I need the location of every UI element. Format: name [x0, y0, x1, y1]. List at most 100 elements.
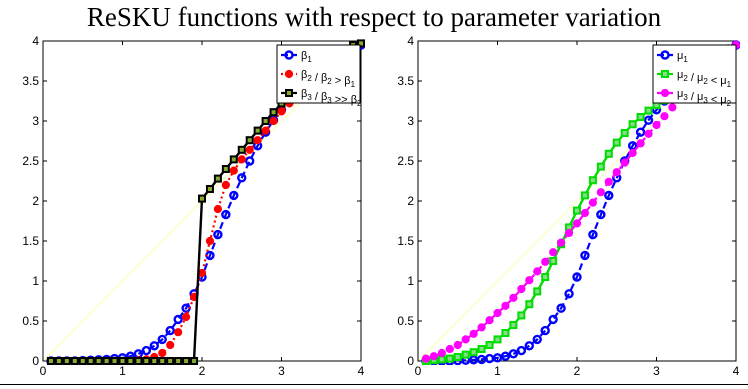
- data-point: [588, 198, 598, 207]
- data-point: [166, 340, 175, 350]
- data-point: [174, 357, 183, 365]
- data-point: [620, 158, 629, 167]
- data-point: [604, 149, 613, 158]
- y-tick-label: 2: [407, 194, 414, 208]
- x-tick-label: 0: [415, 364, 422, 378]
- data-point: [643, 115, 654, 125]
- data-point: [244, 156, 255, 166]
- data-point: [165, 325, 175, 336]
- data-point: [62, 357, 71, 365]
- data-point: [453, 340, 462, 350]
- data-point: [237, 155, 246, 164]
- data-point: [158, 348, 167, 358]
- data-point: [580, 191, 589, 200]
- legend-marker: [285, 89, 293, 97]
- data-point: [564, 289, 574, 299]
- data-point: [229, 190, 239, 201]
- legend-label: β2 / β2 > β1: [301, 69, 356, 89]
- data-point: [213, 204, 222, 214]
- y-tick-label: 2: [32, 194, 39, 208]
- data-point: [533, 287, 542, 296]
- x-tick-label: 2: [199, 364, 206, 378]
- x-tick-label: 1: [494, 364, 501, 378]
- data-point: [182, 357, 191, 365]
- data-point: [110, 357, 119, 365]
- data-point: [205, 236, 215, 246]
- data-point: [636, 139, 645, 148]
- data-point: [357, 39, 365, 48]
- data-point: [78, 357, 87, 365]
- data-point: [492, 353, 503, 363]
- series-3: [46, 39, 365, 365]
- y-tick-label: 3.5: [22, 74, 39, 88]
- data-point: [142, 357, 151, 365]
- data-point: [237, 145, 246, 154]
- data-point: [245, 136, 254, 145]
- data-point: [580, 250, 590, 261]
- y-tick-label: 0: [32, 354, 39, 368]
- y-tick-label: 3.5: [397, 74, 414, 88]
- data-point: [429, 352, 438, 361]
- data-point: [668, 103, 677, 112]
- data-point: [580, 208, 590, 218]
- data-point: [213, 229, 223, 240]
- data-point: [644, 106, 653, 115]
- legend-label: μ2 / μ2 < μ1: [677, 69, 732, 89]
- data-point: [477, 323, 486, 332]
- bottom-rule: [0, 384, 748, 385]
- data-point: [533, 267, 542, 276]
- data-point: [469, 348, 478, 357]
- data-point: [461, 350, 470, 359]
- y-tick-label: 0.5: [22, 314, 39, 328]
- data-point: [548, 314, 558, 325]
- legend-marker: [660, 50, 670, 60]
- data-point: [556, 303, 566, 313]
- series-line: [425, 44, 737, 360]
- data-point: [596, 162, 605, 171]
- data-point: [237, 173, 247, 183]
- data-point: [509, 293, 518, 302]
- data-point: [596, 188, 605, 197]
- data-point: [141, 345, 152, 356]
- y-tick-label: 3: [407, 114, 414, 128]
- data-point: [628, 120, 637, 129]
- x-tick-label: 1: [119, 364, 126, 378]
- legend-label: β3 / β3 >> β2: [301, 88, 362, 108]
- x-tick-label: 4: [358, 364, 365, 378]
- data-point: [469, 329, 478, 338]
- data-point: [549, 248, 558, 257]
- data-point: [261, 117, 270, 125]
- data-point: [596, 209, 606, 220]
- data-point: [501, 329, 510, 337]
- data-point: [445, 344, 454, 354]
- data-point: [572, 219, 582, 228]
- data-point: [437, 355, 446, 364]
- data-point: [198, 194, 206, 203]
- x-tick-label: 2: [574, 364, 581, 378]
- data-point: [549, 257, 558, 265]
- data-point: [229, 166, 238, 175]
- y-tick-label: 2.5: [397, 154, 414, 168]
- data-point: [636, 113, 645, 121]
- data-point: [126, 357, 135, 365]
- data-point: [205, 185, 214, 193]
- data-point: [157, 334, 167, 345]
- data-point: [166, 357, 175, 365]
- y-tick-label: 1.5: [22, 234, 39, 248]
- y-tick-label: 3: [32, 114, 39, 128]
- data-point: [190, 357, 199, 365]
- y-tick-label: 1: [407, 274, 414, 288]
- data-point: [158, 357, 167, 365]
- data-point: [517, 311, 526, 320]
- x-tick-label: 3: [278, 364, 285, 378]
- data-point: [261, 126, 270, 135]
- data-point: [525, 300, 534, 309]
- data-point: [541, 273, 550, 281]
- data-point: [573, 206, 581, 215]
- data-point: [269, 116, 278, 126]
- data-point: [221, 165, 230, 173]
